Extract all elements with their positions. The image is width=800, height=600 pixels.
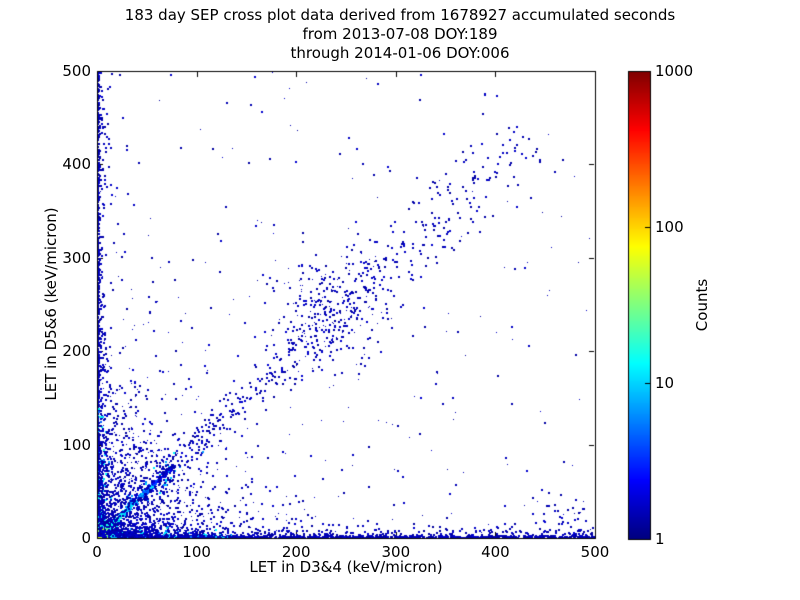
chart-title-line3: through 2014-01-06 DOY:006	[290, 44, 510, 62]
y-tick-label: 500	[62, 62, 91, 80]
y-tick-label: 200	[62, 342, 91, 361]
colorbar-tick-label: 1000	[655, 62, 694, 80]
y-tick-label: 0	[81, 529, 91, 547]
y-tick-label: 100	[62, 435, 91, 454]
y-tick-label: 400	[62, 155, 91, 174]
chart-title-line2: from 2013-07-08 DOY:189	[302, 25, 498, 43]
colorbar-tick-label: 10	[655, 374, 675, 392]
x-axis-label: LET in D3&4 (keV/micron)	[249, 558, 443, 576]
x-tick-label: 100	[182, 543, 211, 561]
y-tick-label: 300	[62, 248, 91, 267]
colorbar-label: Counts	[693, 278, 711, 332]
y-axis-label: LET in D5&6 (keV/micron)	[42, 207, 60, 401]
colorbar-tick-label: 1	[655, 530, 665, 548]
x-tick-label: 400	[481, 543, 510, 561]
x-tick-label: 0	[92, 543, 102, 561]
chart-title-line1: 183 day SEP cross plot data derived from…	[124, 6, 676, 24]
x-tick-label: 200	[281, 543, 311, 561]
x-tick-label: 300	[381, 543, 411, 561]
chart-title: 183 day SEP cross plot data derived from…	[0, 6, 800, 63]
x-tick-label: 500	[580, 543, 610, 561]
colorbar-tick-label: 100	[655, 218, 684, 236]
